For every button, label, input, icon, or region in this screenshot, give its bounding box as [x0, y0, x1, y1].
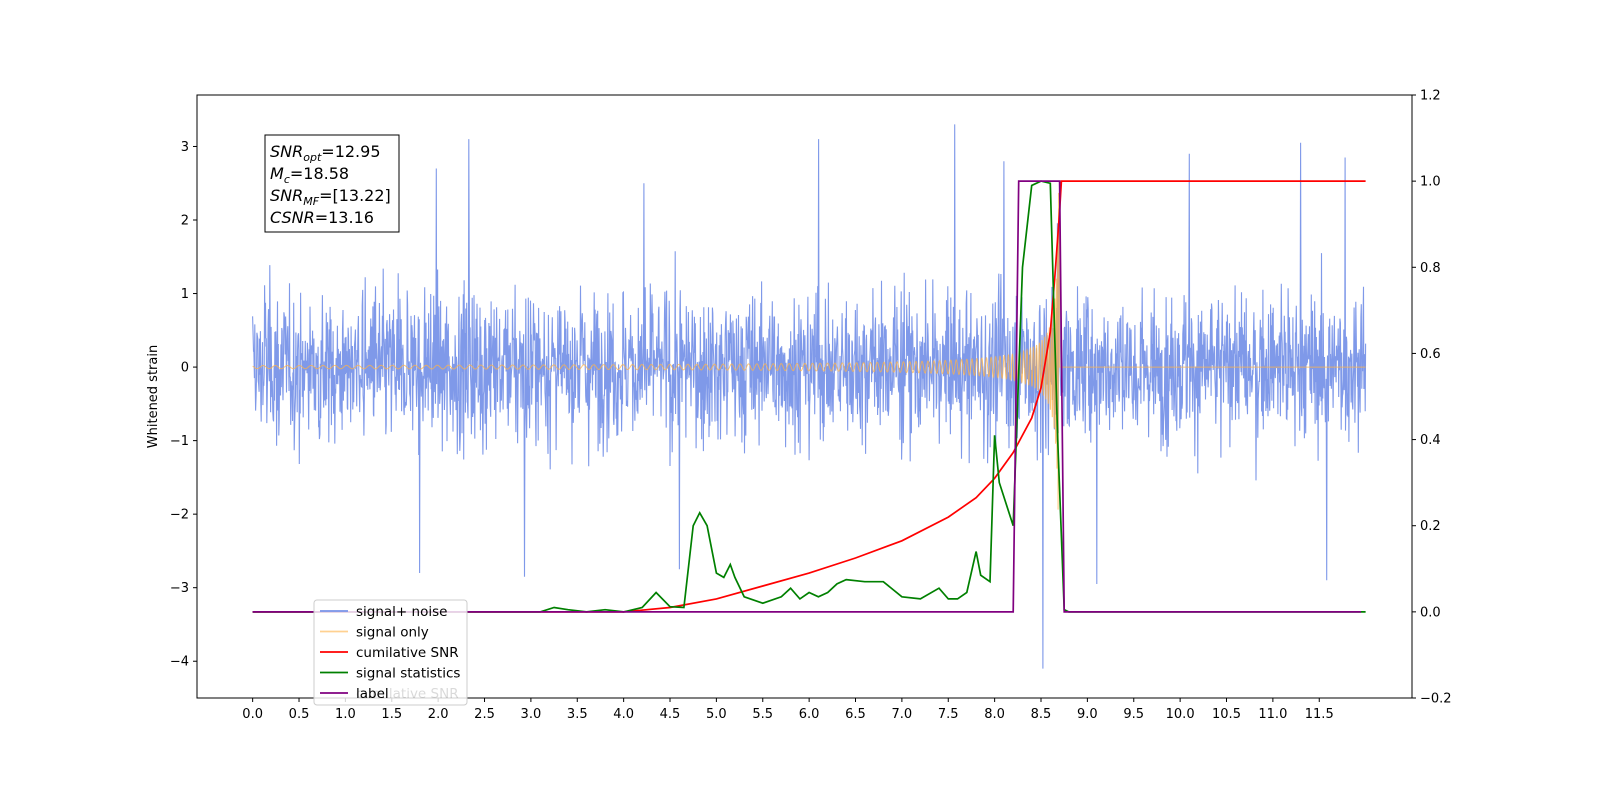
x-axis: 0.0 0.5 1.0 1.5 2.0 2.5 3.0 3.5 4.0 4.5 5.0 5.5 6.0 6… — [242, 698, 1334, 722]
x-tick-label: 6.0 — [799, 707, 820, 722]
y-axis-right: 1.2 1.0 0.8 0.6 0.4 0.2 0.0 −0.2 — [1412, 89, 1452, 707]
legend: signal+ noise signal only cumilative SNR si… — [313, 599, 468, 706]
x-tick-label: 2.5 — [474, 707, 495, 722]
y2-tick-label: 0.4 — [1420, 433, 1441, 448]
annotation-line: Mc=18.58 — [270, 164, 349, 186]
x-tick-label: 8.0 — [984, 707, 1005, 722]
legend-label: cumilative SNR — [356, 645, 459, 661]
y-tick-label: −3 — [170, 581, 189, 596]
y-tick-label: 2 — [181, 214, 189, 229]
x-tick-label: 4.5 — [660, 707, 681, 722]
annotation-line: CSNR=13.16 — [270, 208, 374, 227]
x-tick-label: 10.0 — [1166, 707, 1195, 722]
x-tick-label: 11.0 — [1258, 707, 1287, 722]
annotation-box: SNRopt=12.95Mc=18.58SNRMF=[13.22]CSNR=13… — [264, 134, 400, 233]
x-tick-label: 6.5 — [845, 707, 866, 722]
legend-label: label — [356, 686, 389, 702]
x-tick-label: 1.5 — [381, 707, 402, 722]
y-tick-label: −4 — [170, 655, 189, 670]
y2-tick-label: 1.0 — [1420, 175, 1441, 190]
y-tick-label: 1 — [181, 287, 189, 302]
x-tick-label: 9.5 — [1123, 707, 1144, 722]
x-tick-label: 4.0 — [613, 707, 634, 722]
legend-label: signal only — [356, 625, 429, 641]
x-tick-label: 5.0 — [706, 707, 727, 722]
y-tick-label: −2 — [170, 508, 189, 523]
legend-label: signal+ noise — [356, 604, 447, 620]
y-tick-label: 0 — [181, 361, 189, 376]
x-tick-label: 2.0 — [428, 707, 449, 722]
series-signal-only — [252, 192, 1366, 510]
y-axis-left: 3 2 1 0 −1 −2 −3 −4 — [170, 140, 197, 670]
series-label — [252, 180, 1361, 613]
y2-tick-label: 1.2 — [1420, 89, 1441, 104]
x-tick-label: 8.5 — [1031, 707, 1052, 722]
x-tick-label: 0.0 — [242, 707, 263, 722]
y2-tick-label: 0.0 — [1420, 605, 1441, 620]
axes-frame — [196, 94, 1413, 699]
legend-box — [313, 599, 468, 706]
y-tick-label: −1 — [170, 434, 189, 449]
annotation-frame — [264, 134, 400, 233]
y-tick-label: 3 — [181, 140, 189, 155]
y2-tick-label: −0.2 — [1420, 692, 1452, 707]
y2-tick-label: 0.2 — [1420, 519, 1441, 534]
y2-tick-label: 0.6 — [1420, 347, 1441, 362]
x-tick-label: 11.5 — [1305, 707, 1334, 722]
series-layer — [252, 124, 1367, 669]
x-tick-label: 10.5 — [1212, 707, 1241, 722]
annotation-line: SNRopt=12.95 — [270, 142, 381, 164]
x-tick-label: 9.0 — [1077, 707, 1098, 722]
annotation-line: SNRMF=[13.22] — [270, 186, 391, 208]
x-tick-label: 0.5 — [289, 707, 310, 722]
y-axis-label: Whitened strain — [146, 345, 161, 448]
series-cumulative-snr — [252, 180, 1366, 613]
x-tick-label: 1.0 — [335, 707, 356, 722]
x-tick-label: 7.0 — [892, 707, 913, 722]
y2-tick-label: 0.8 — [1420, 261, 1441, 276]
series-signal-statistics — [252, 180, 1366, 613]
series-signal-noise — [252, 124, 1367, 669]
legend-label: signal statistics — [356, 666, 460, 682]
legend-ghost-label: cumilative SNR — [356, 686, 459, 702]
x-tick-label: 3.5 — [567, 707, 588, 722]
x-tick-label: 5.5 — [752, 707, 773, 722]
x-tick-label: 7.5 — [938, 707, 959, 722]
x-tick-label: 3.0 — [521, 707, 542, 722]
